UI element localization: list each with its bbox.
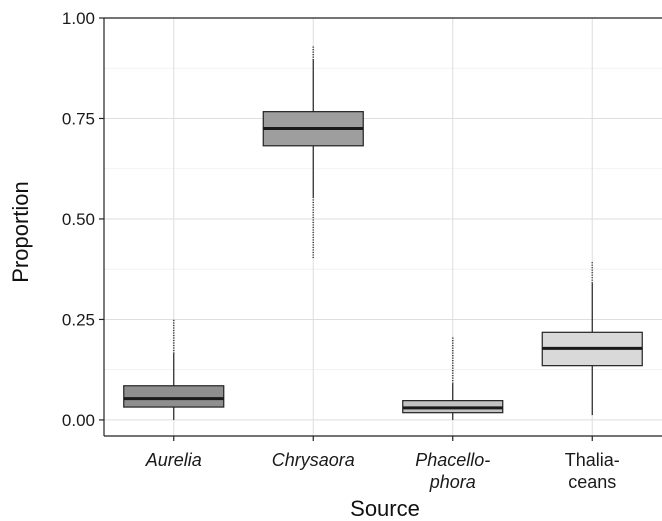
- y-tick-label: 0.25: [62, 310, 95, 329]
- x-tick-label: Aurelia: [145, 450, 202, 470]
- y-tick-label: 0.75: [62, 109, 95, 128]
- x-tick-label-line: Aurelia: [145, 450, 202, 470]
- y-tick-label: 1.00: [62, 9, 95, 28]
- y-tick-label: 0.50: [62, 210, 95, 229]
- x-tick-label-line: phora: [429, 472, 476, 492]
- x-tick-label: Chrysaora: [272, 450, 355, 470]
- x-axis-title: Source: [350, 496, 420, 521]
- y-axis-title: Proportion: [8, 181, 33, 283]
- box-1: [123, 319, 225, 420]
- x-tick-label-line: Chrysaora: [272, 450, 355, 470]
- box-series: [123, 46, 643, 420]
- x-tick-label: Thalia-ceans: [565, 450, 620, 492]
- x-tick-label-line: Phacello-: [415, 450, 490, 470]
- iqr-box: [123, 385, 225, 408]
- x-tick-label-line: ceans: [568, 472, 616, 492]
- y-tick-label: 0.00: [62, 411, 95, 430]
- box-2: [262, 46, 364, 260]
- box-4: [541, 261, 643, 416]
- x-tick-label: Phacello-phora: [415, 450, 490, 492]
- grid-lines: [104, 17, 662, 436]
- axes: [99, 17, 662, 441]
- x-tick-label-line: Thalia-: [565, 450, 620, 470]
- box-3: [402, 337, 504, 420]
- axis-labels: 0.00 0.25 0.50 0.75 1.00 Aurelia Chrysaora Phac…: [62, 9, 620, 492]
